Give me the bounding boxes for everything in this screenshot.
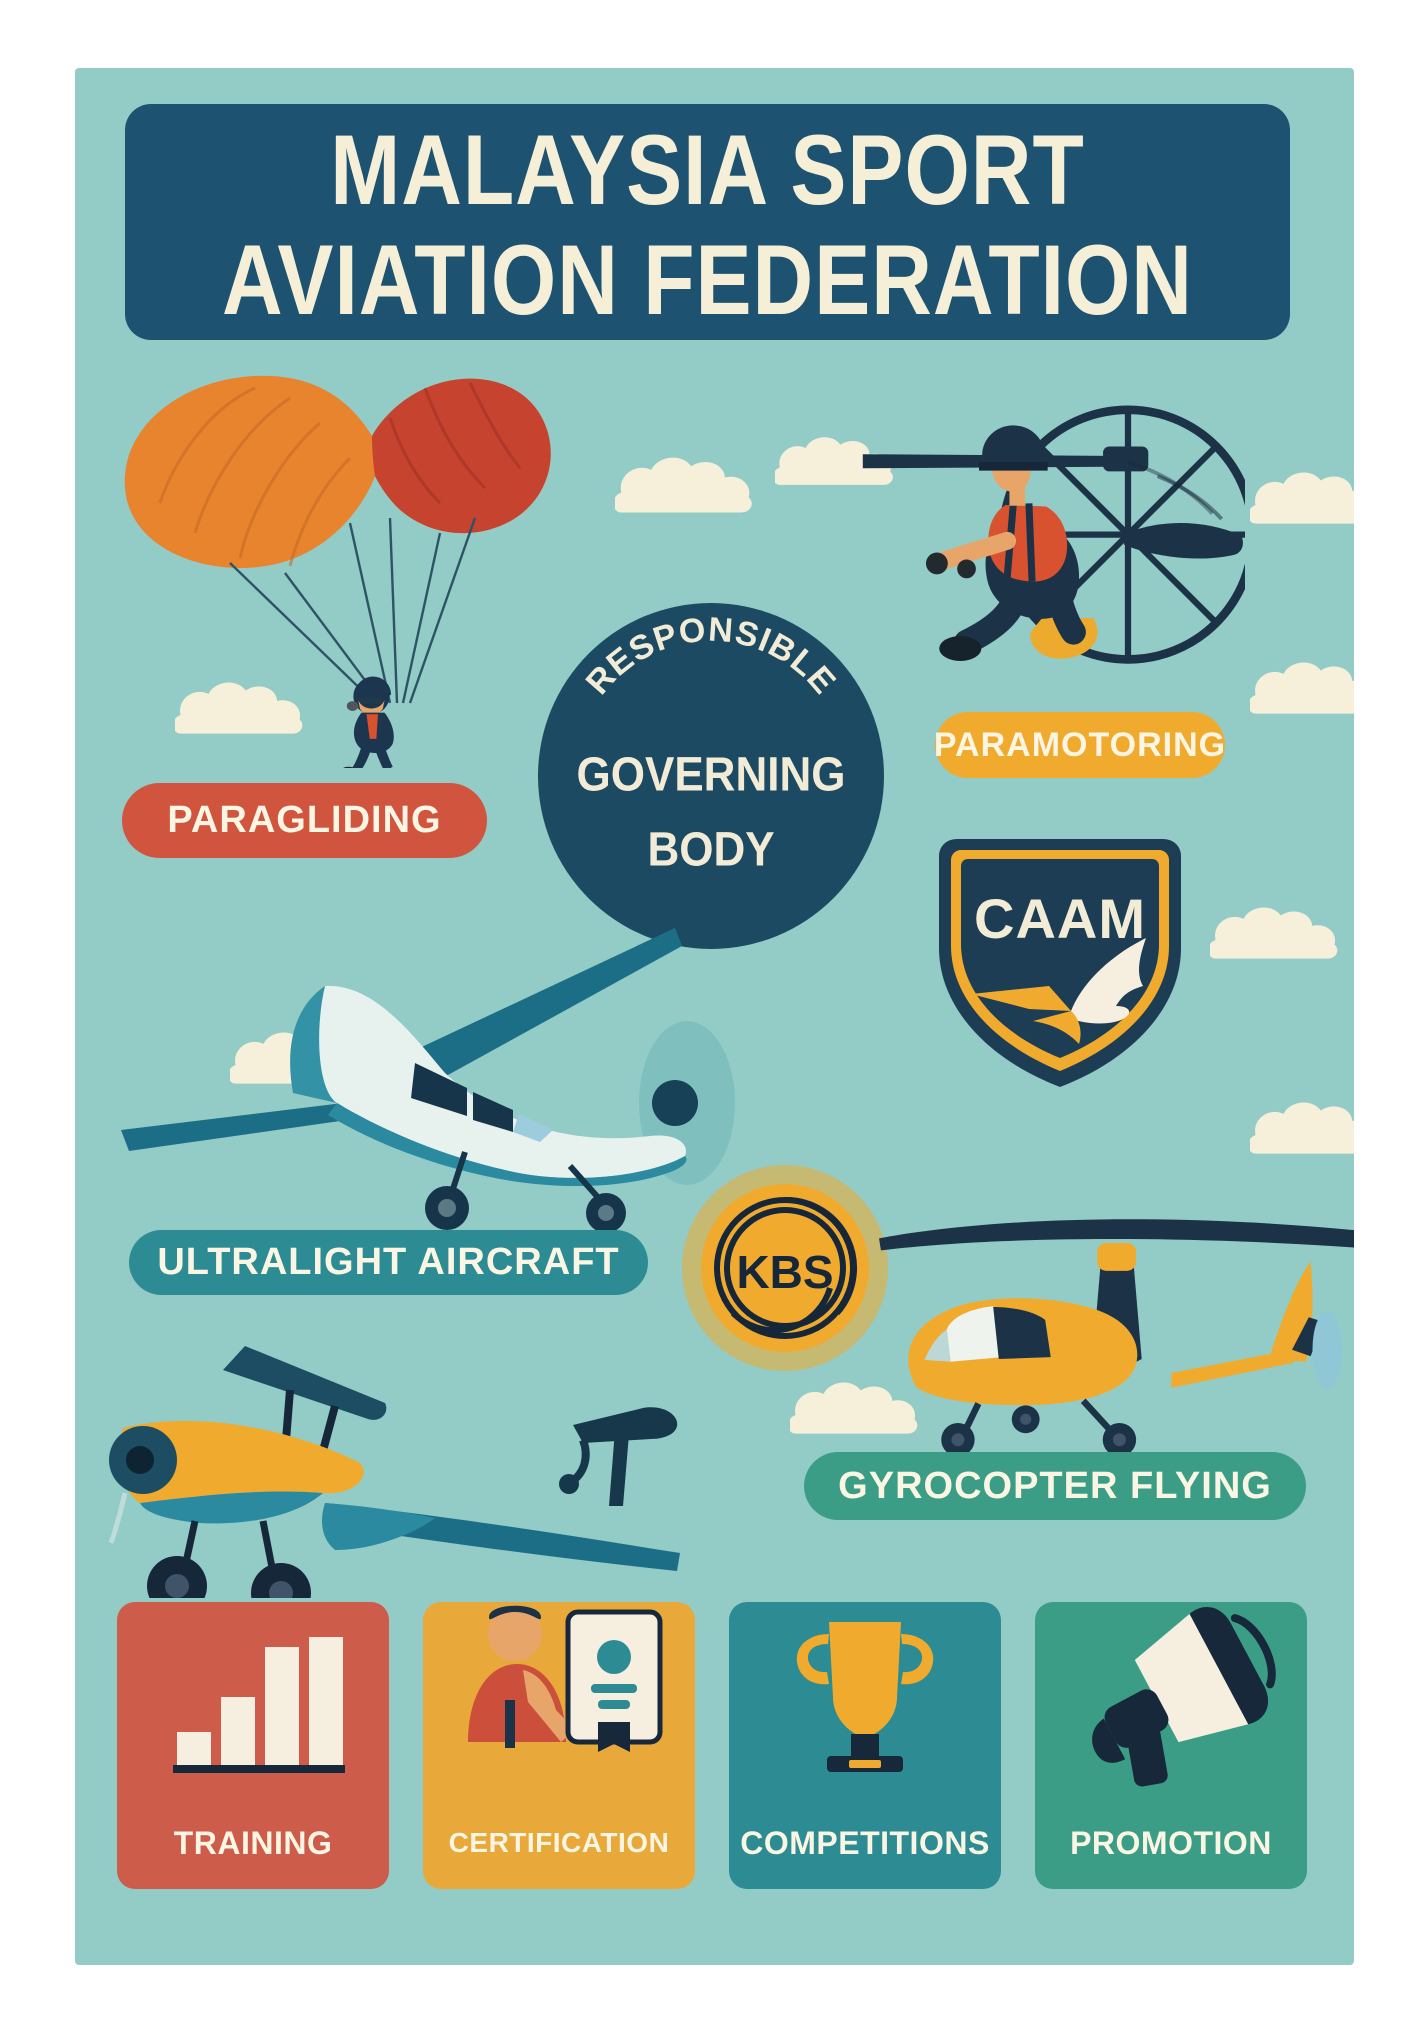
svg-text:CAAM: CAAM: [974, 887, 1146, 950]
svg-text:KBS: KBS: [736, 1246, 833, 1298]
svg-text:RESPONSIBLE: RESPONSIBLE: [579, 611, 844, 702]
